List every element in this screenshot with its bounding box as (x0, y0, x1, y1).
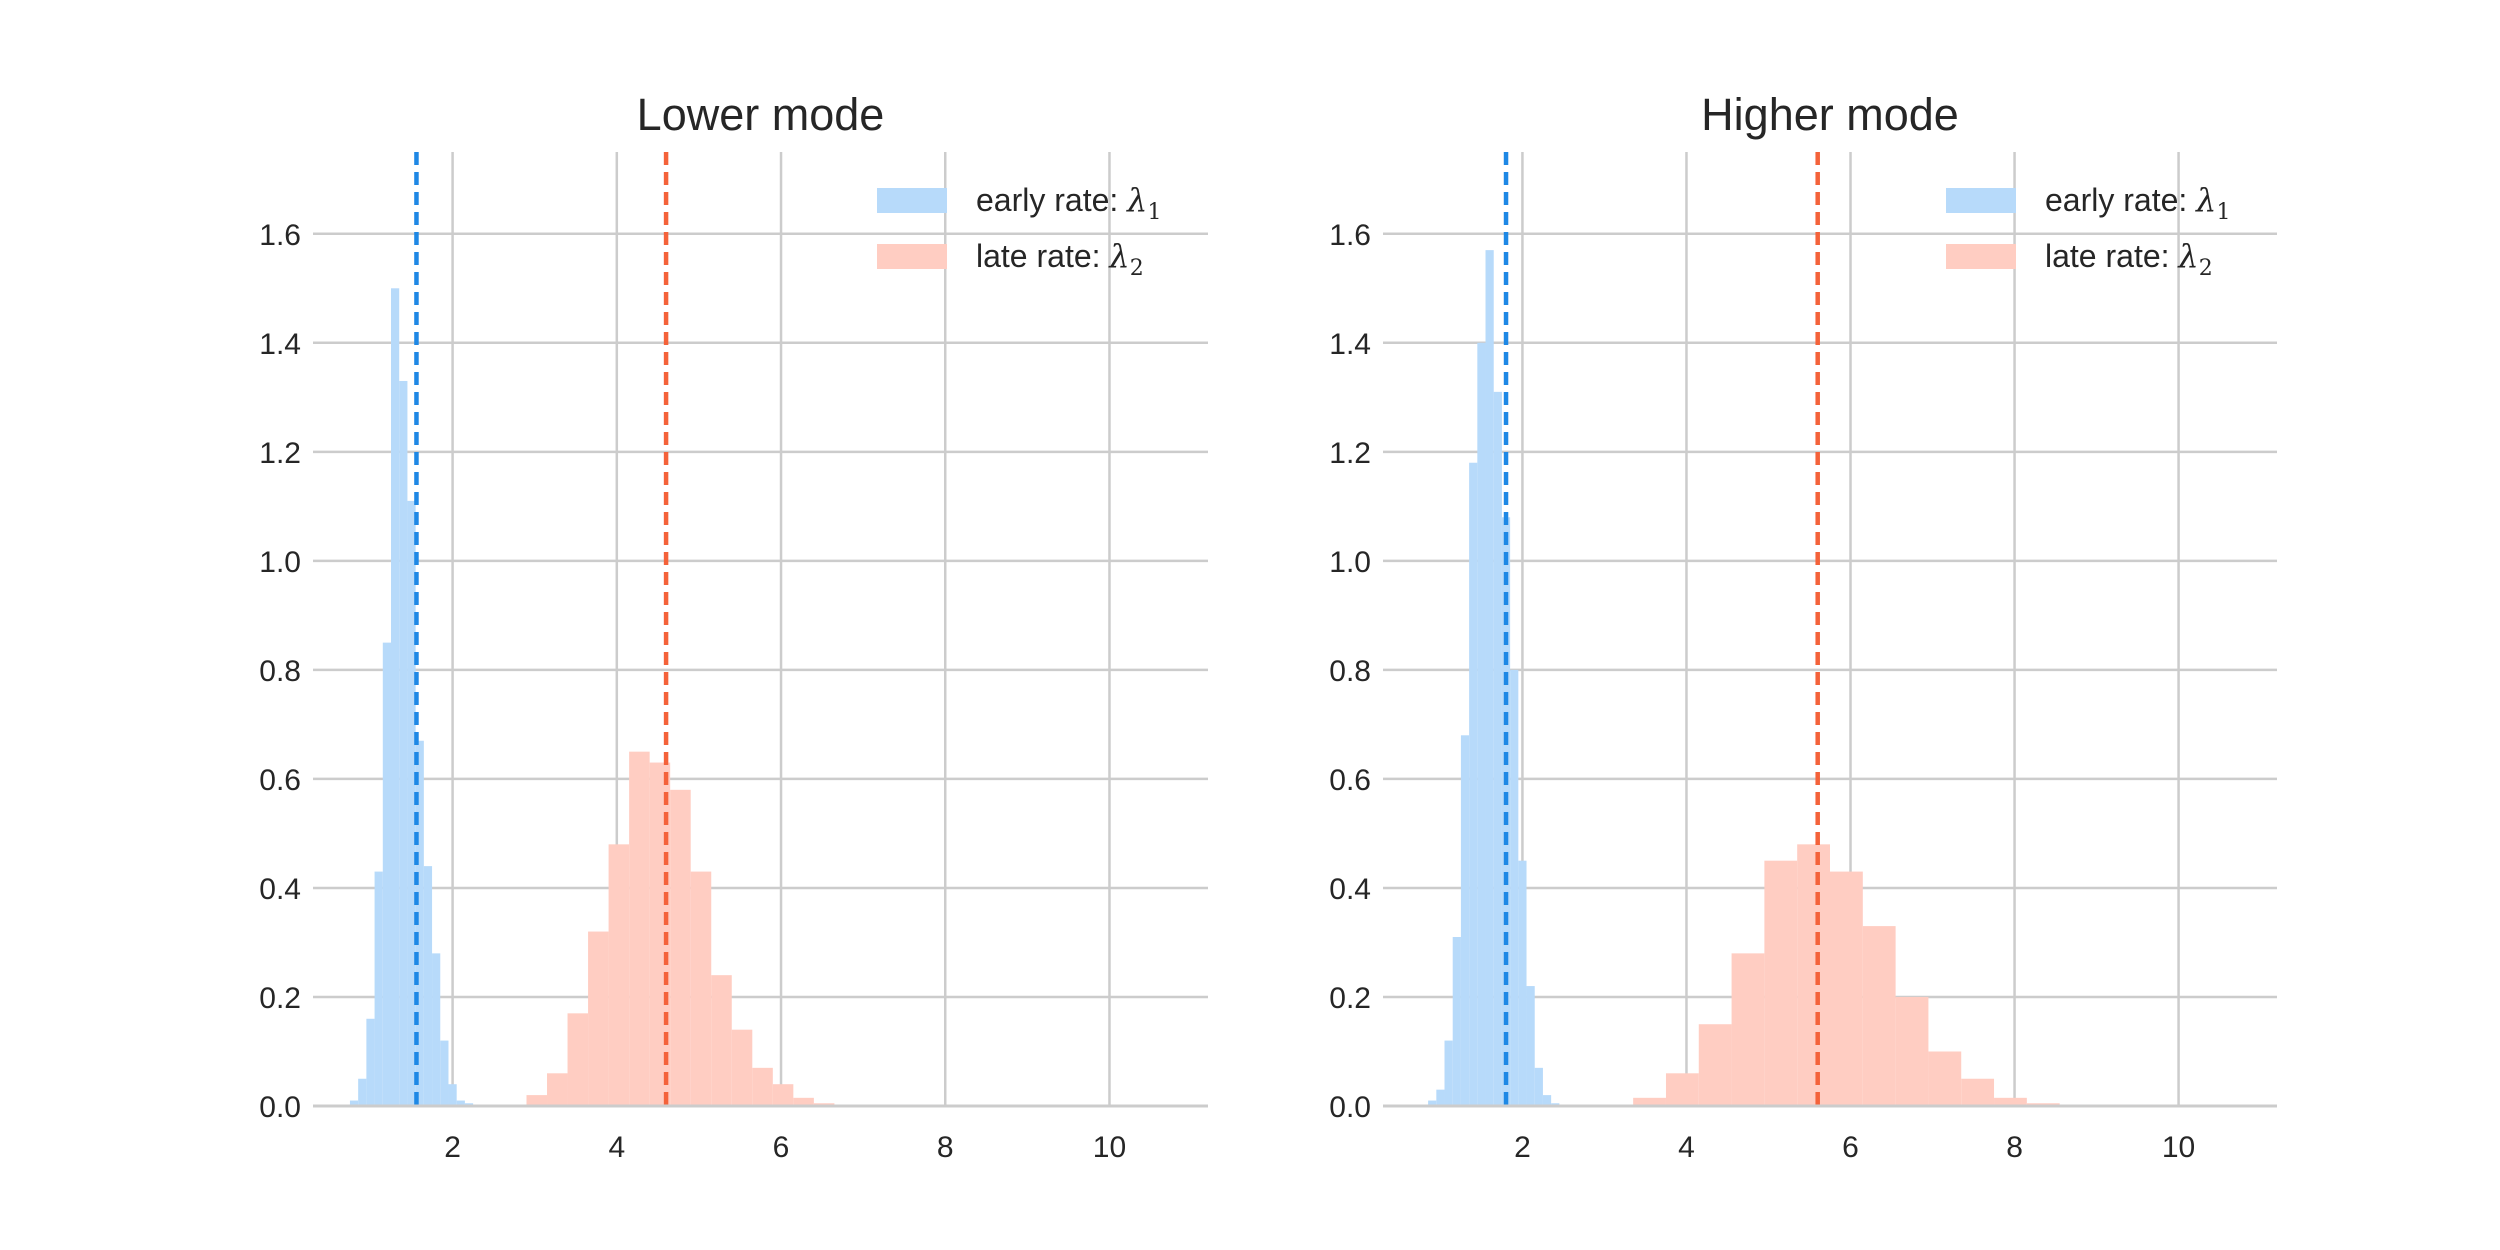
panel-lower-mode: 2 4 6 8 10 0.0 0.2 0.4 0.6 0.8 1.0 1.2 1.4 1.6 Lower m… (259, 89, 1208, 1164)
legend-label: late rate: λ2 (2045, 237, 2213, 281)
histogram-bar-series-1 (1436, 1089, 1445, 1106)
y-tick-label: 0.4 (1329, 873, 1371, 906)
x-tick-label: 8 (2006, 1131, 2023, 1164)
y-tick-label: 0.0 (259, 1091, 301, 1124)
y-tick-label: 1.6 (259, 219, 301, 252)
y-tick-label: 1.4 (259, 328, 301, 361)
y-tick-label: 0.8 (1329, 655, 1371, 688)
y-tick-label: 0.8 (259, 655, 301, 688)
histogram-bar-series-2 (690, 871, 712, 1106)
histogram-bar-series-2 (1797, 844, 1830, 1106)
legend-swatch (877, 188, 947, 213)
histogram-bar-series-1 (1460, 735, 1470, 1106)
histogram-bar-series-1 (1444, 1040, 1453, 1106)
chart-title: Higher mode (1701, 89, 1959, 140)
histogram-bar-series-2 (1862, 926, 1896, 1106)
histogram-bar-series-2 (526, 1095, 548, 1106)
histogram-bar-series-2 (1928, 1051, 1962, 1106)
histogram-bar-series-2 (1698, 1024, 1732, 1106)
histogram-bar-series-1 (358, 1078, 367, 1106)
legend-swatch (1946, 188, 2016, 213)
histogram-bar-series-2 (752, 1067, 773, 1106)
y-tick-label: 1.2 (1329, 437, 1371, 470)
histogram-bar-series-2 (1665, 1073, 1699, 1106)
histogram-bar-series-2 (711, 975, 732, 1106)
x-tick-label: 2 (444, 1131, 461, 1164)
histogram-bar-series-1 (1485, 250, 1494, 1106)
y-tick-label: 0.0 (1329, 1091, 1371, 1124)
histogram-bar-series-2 (1764, 860, 1798, 1106)
histogram-bar-series-2 (1830, 871, 1863, 1106)
histogram-bar-series-1 (456, 1100, 465, 1106)
histogram-bar-series-2 (629, 751, 650, 1106)
legend-label: early rate: λ1 (976, 181, 1161, 225)
histogram-bar-series-1 (366, 1018, 375, 1106)
y-tick-label: 0.6 (1329, 764, 1371, 797)
legend-swatch (1946, 244, 2016, 269)
histogram-bar-series-2 (1633, 1097, 1666, 1106)
histogram-bar-series-1 (407, 500, 416, 1106)
histogram-bar-series-2 (1731, 953, 1765, 1106)
y-tick-label: 0.2 (259, 982, 301, 1015)
x-tick-label: 6 (773, 1131, 790, 1164)
y-tick-label: 1.2 (259, 437, 301, 470)
y-tick-label: 0.6 (259, 764, 301, 797)
histogram-bar-series-1 (1477, 342, 1486, 1106)
y-tick-label: 1.0 (1329, 546, 1371, 579)
histogram-bar-series-2 (731, 1029, 753, 1106)
y-tick-label: 0.2 (1329, 982, 1371, 1015)
x-tick-label: 4 (1678, 1131, 1695, 1164)
histogram-bar-series-1 (415, 740, 424, 1106)
histogram-bar-series-1 (1469, 462, 1478, 1106)
x-tick-label: 8 (937, 1131, 954, 1164)
histogram-bar-series-1 (1526, 986, 1535, 1106)
histogram-bar-series-1 (448, 1084, 457, 1106)
histogram-bar-series-1 (440, 1040, 449, 1106)
x-tick-label: 6 (1842, 1131, 1859, 1164)
histogram-bar-series-1 (349, 1100, 359, 1106)
x-tick-label: 4 (608, 1131, 625, 1164)
histogram-bar-series-1 (1452, 937, 1461, 1106)
histogram-bar-series-1 (1428, 1100, 1437, 1106)
x-tick-label: 10 (2162, 1131, 2195, 1164)
histogram-bar-series-1 (391, 288, 400, 1106)
histogram-bar-series-1 (1534, 1067, 1543, 1106)
histogram-bar-series-1 (432, 953, 441, 1106)
histogram-bar-series-1 (399, 380, 408, 1107)
legend-label: late rate: λ2 (976, 237, 1144, 281)
histogram-bar-series-2 (1994, 1097, 2027, 1106)
histogram-bar-series-2 (567, 1013, 589, 1106)
legend-label: early rate: λ1 (2045, 181, 2230, 225)
histogram-bar-series-2 (588, 931, 609, 1106)
histogram-bar-series-2 (793, 1097, 814, 1106)
y-tick-label: 0.4 (259, 873, 301, 906)
histogram-bar-series-1 (1542, 1095, 1552, 1106)
histogram-bar-series-2 (547, 1073, 568, 1106)
histogram-bar-series-1 (1493, 391, 1502, 1106)
histogram-bar-series-2 (1961, 1078, 1995, 1106)
panel-higher-mode: 2 4 6 8 10 0.0 0.2 0.4 0.6 0.8 1.0 1.2 1.4 1.6 Higher … (1329, 89, 2277, 1164)
x-tick-label: 2 (1514, 1131, 1531, 1164)
histogram-bar-series-1 (1510, 669, 1519, 1106)
histogram-bar-series-1 (1501, 517, 1511, 1106)
chart-title: Lower mode (637, 89, 885, 140)
legend-swatch (877, 244, 947, 269)
y-tick-label: 1.6 (1329, 219, 1371, 252)
histogram-bar-series-1 (1518, 860, 1527, 1106)
x-tick-label: 10 (1093, 1131, 1126, 1164)
histogram-bar-series-2 (772, 1084, 794, 1106)
histogram-bar-series-2 (670, 789, 691, 1106)
y-tick-label: 1.4 (1329, 328, 1371, 361)
histogram-bar-series-2 (1895, 996, 1929, 1106)
histogram-bar-series-1 (423, 866, 433, 1106)
histogram-bar-series-1 (374, 871, 383, 1106)
y-tick-label: 1.0 (259, 546, 301, 579)
histogram-bar-series-1 (382, 642, 392, 1106)
histogram-bar-series-2 (608, 844, 630, 1106)
